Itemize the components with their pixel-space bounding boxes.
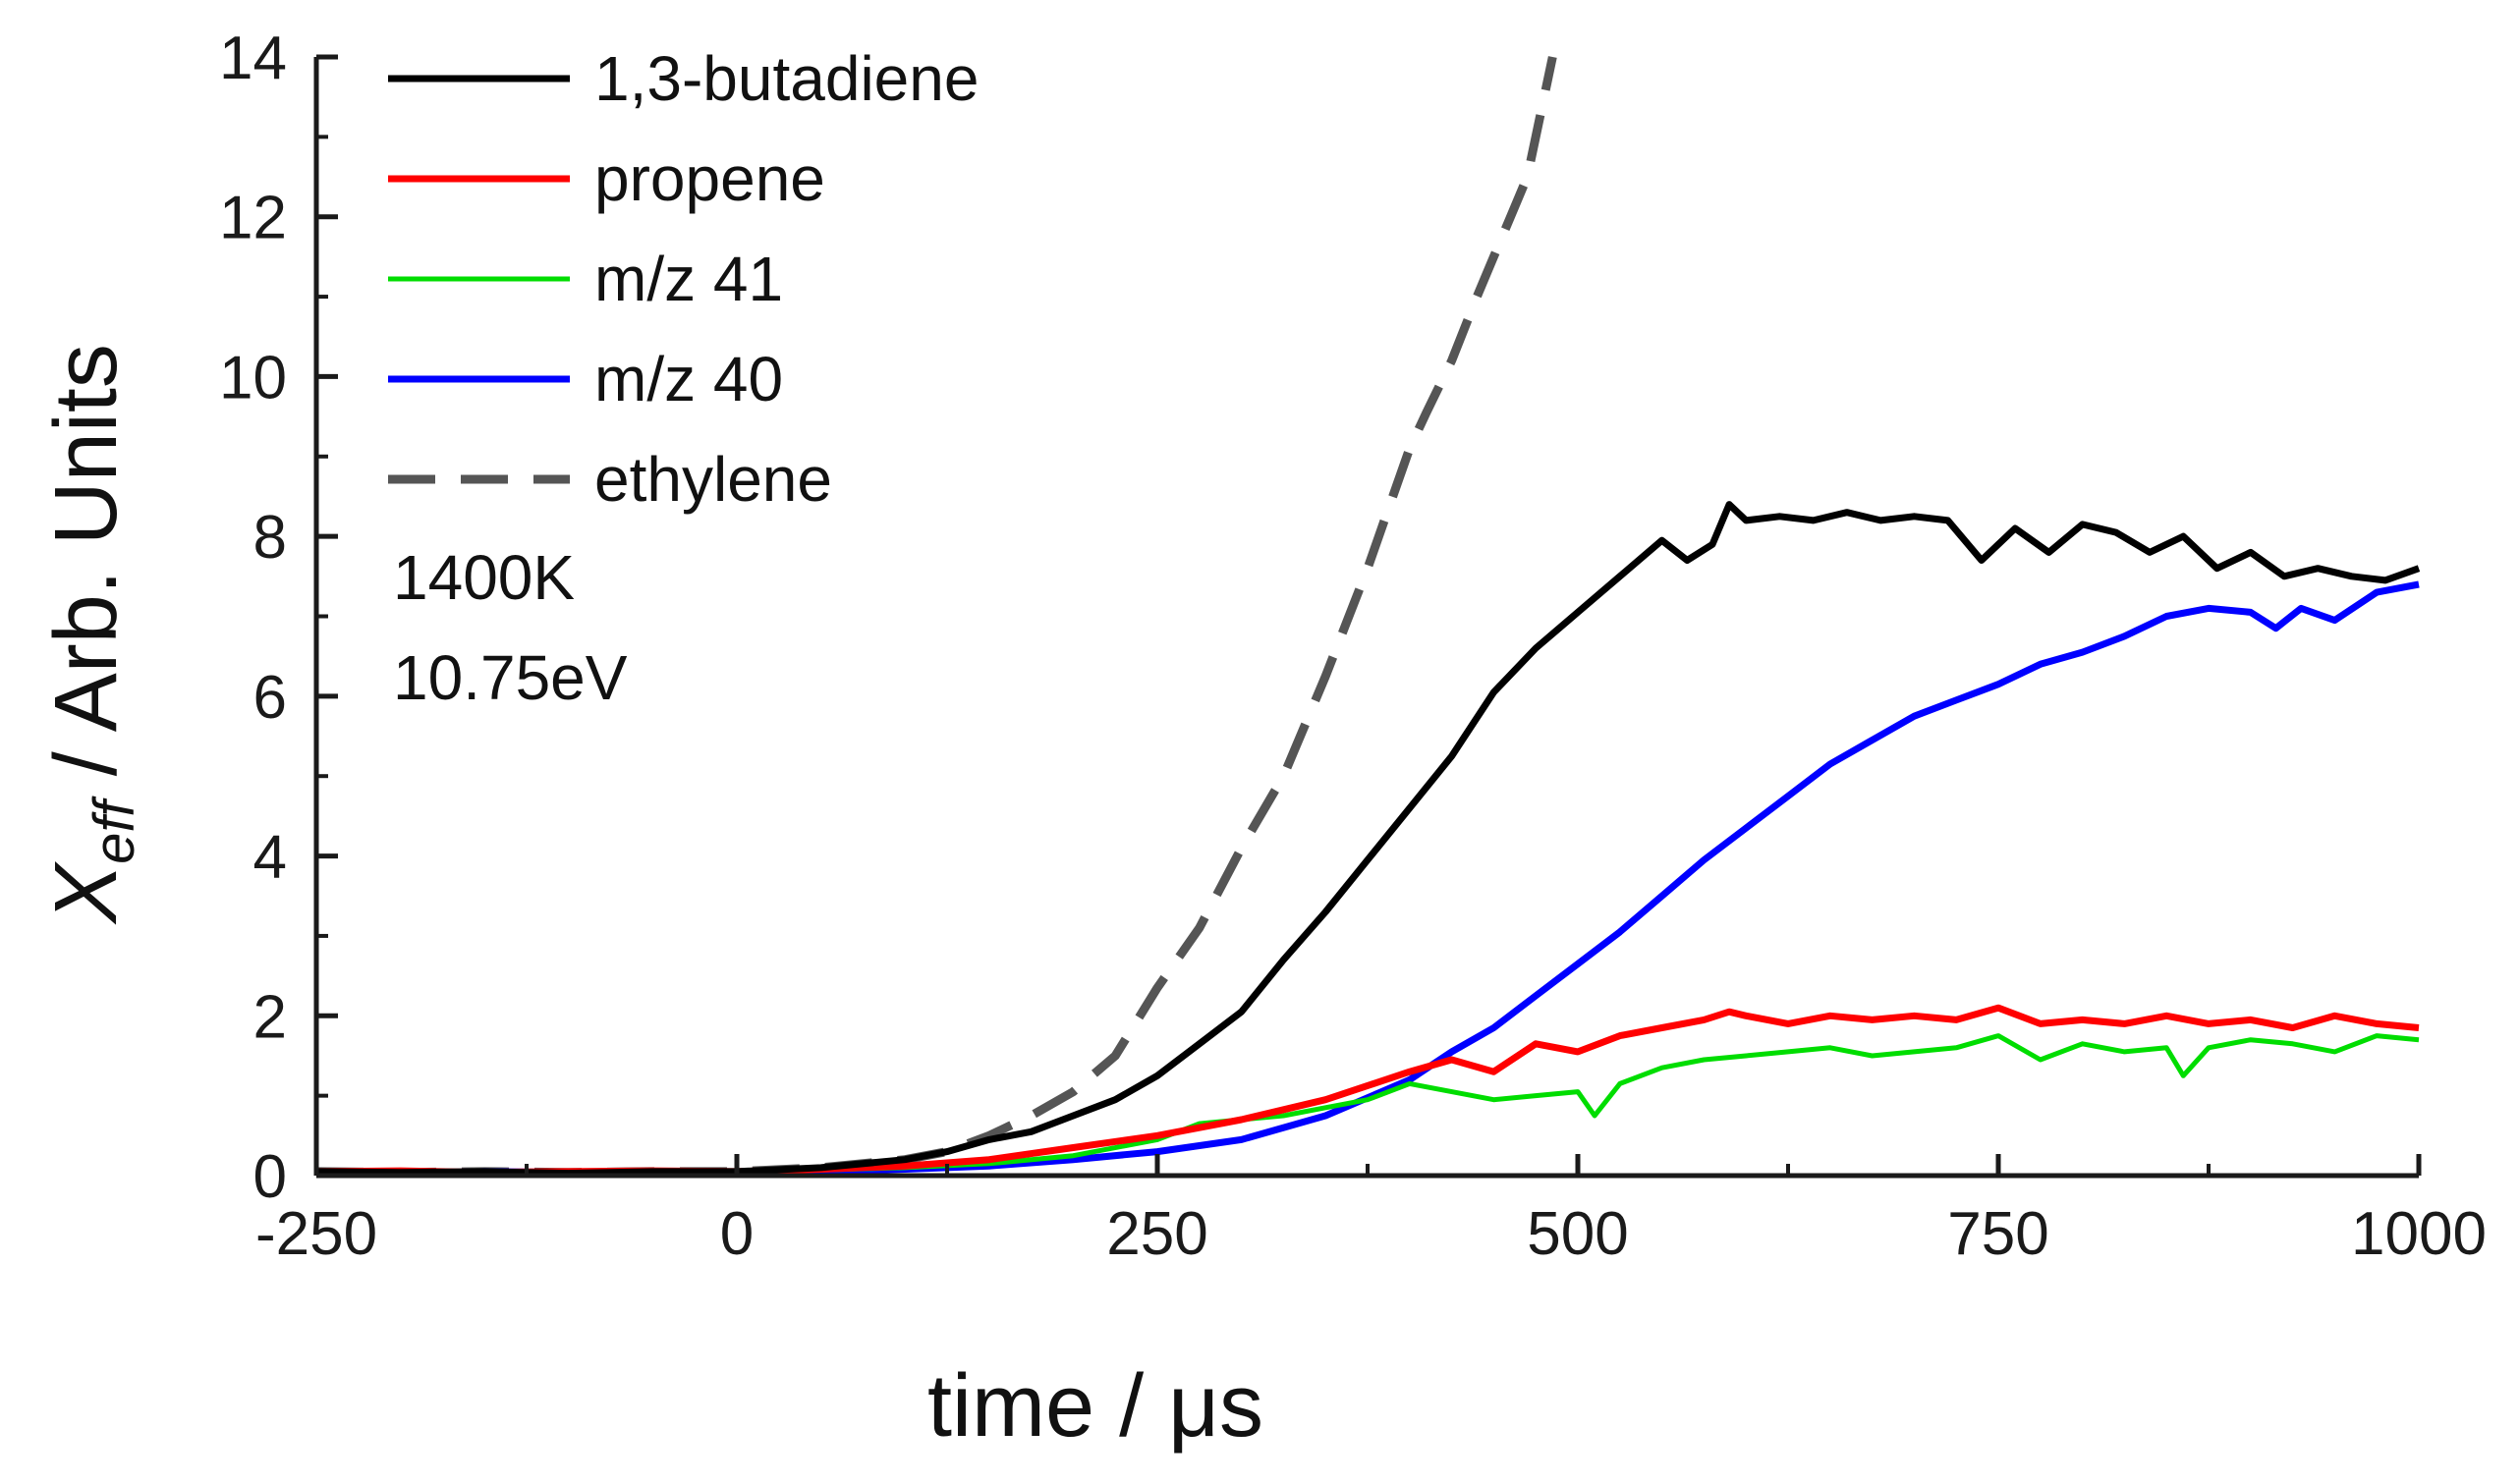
- x-tick-label: 500: [1527, 1200, 1628, 1268]
- series-line-ethylene: [315, 56, 1557, 1178]
- series-layer: [315, 56, 2421, 1178]
- y-tick-label: 2: [253, 983, 287, 1051]
- x-tick-label: -250: [255, 1200, 377, 1268]
- y-tick-label: 4: [253, 824, 287, 892]
- y-tick-label: 8: [253, 504, 287, 572]
- legend-label: m/z 41: [594, 244, 783, 314]
- x-ticks: -250 0 250 500 750 1000: [255, 1154, 2487, 1268]
- legend-label: m/z 40: [594, 344, 783, 414]
- y-ticks: 0 2 4 6 8 10 12 14: [219, 25, 338, 1211]
- y-axis-title-rest: / Arb. Units: [37, 344, 136, 800]
- legend-label: propene: [594, 143, 825, 214]
- x-axis-title: time / μs: [927, 1357, 1263, 1456]
- x-tick-label: 0: [720, 1200, 754, 1268]
- y-axis-title: Xeff / Arb. Units: [37, 344, 146, 925]
- x-tick-label: 250: [1106, 1200, 1207, 1268]
- x-tick-label: 750: [1947, 1200, 2048, 1268]
- y-axis-title-sub: eff: [83, 795, 146, 863]
- y-tick-label: 10: [219, 344, 287, 412]
- x-tick-label: 1000: [2351, 1200, 2487, 1268]
- y-axis-title-main: X: [37, 861, 136, 925]
- y-tick-label: 6: [253, 664, 287, 732]
- series-line-m-z-41: [315, 1033, 2420, 1177]
- series-line-1-3-butadiene: [315, 501, 2421, 1178]
- legend-label: ethylene: [594, 444, 832, 515]
- series-line-propene: [315, 1004, 2420, 1177]
- legend-label: 1,3-butadiene: [594, 43, 979, 114]
- legend: 1,3-butadiene propene m/z 41 m/z 40 ethylene: [388, 43, 979, 515]
- annotation-temperature: 1400K: [393, 542, 575, 613]
- annotation-energy: 10.75eV: [393, 642, 628, 713]
- y-tick-label: 0: [253, 1143, 287, 1211]
- y-tick-label: 14: [219, 25, 287, 92]
- y-tick-label: 12: [219, 185, 287, 252]
